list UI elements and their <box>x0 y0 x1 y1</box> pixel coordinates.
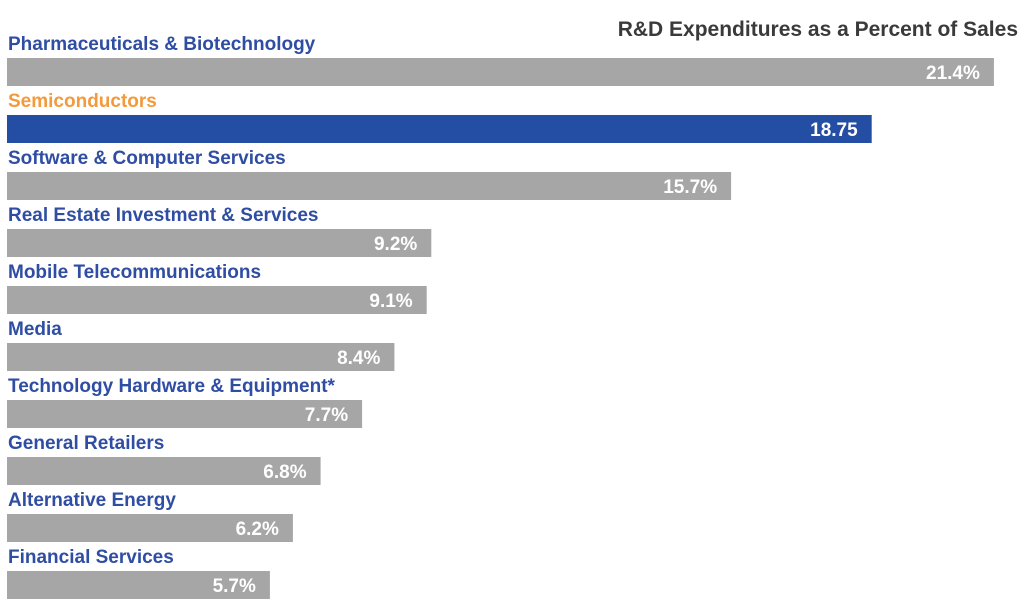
bar-value-label: 5.7% <box>213 576 256 597</box>
bars-layer: Pharmaceuticals & Biotechnology 21.4% Semi… <box>7 34 994 599</box>
bar-value-label: 9.2% <box>374 234 417 255</box>
category-label: General Retailers <box>8 433 164 454</box>
bar <box>7 457 321 485</box>
bar-row: Software & Computer Services 15.7% <box>7 148 732 200</box>
bar <box>7 286 427 314</box>
bar-value-label: 8.4% <box>337 348 380 369</box>
bar-value-label: 18.75 <box>810 120 858 141</box>
category-label: Real Estate Investment & Services <box>8 205 319 226</box>
bar-row: Mobile Telecommunications 9.1% <box>7 262 427 314</box>
bar <box>7 571 270 599</box>
bar-row: Real Estate Investment & Services 9.2% <box>7 205 432 257</box>
category-label: Alternative Energy <box>8 490 176 511</box>
bar <box>7 115 872 143</box>
category-label: Financial Services <box>8 547 174 568</box>
category-label: Pharmaceuticals & Biotechnology <box>8 34 316 55</box>
category-label: Semiconductors <box>8 91 157 112</box>
bar <box>7 343 395 371</box>
bar-value-label: 6.8% <box>263 462 306 483</box>
bar-value-label: 15.7% <box>663 177 717 198</box>
bar-row: Pharmaceuticals & Biotechnology 21.4% <box>7 34 994 86</box>
bar-row: General Retailers 6.8% <box>7 433 321 485</box>
bar-value-label: 21.4% <box>926 63 980 84</box>
bar-value-label: 9.1% <box>369 291 412 312</box>
bar <box>7 172 732 200</box>
chart-title: R&D Expenditures as a Percent of Sales <box>618 18 1018 41</box>
category-label: Mobile Telecommunications <box>8 262 261 283</box>
category-label: Software & Computer Services <box>8 148 286 169</box>
bar-value-label: 6.2% <box>236 519 279 540</box>
bar-row: Technology Hardware & Equipment* 7.7% <box>7 376 363 428</box>
bar-row: Alternative Energy 6.2% <box>7 490 293 542</box>
bar-value-label: 7.7% <box>305 405 348 426</box>
bar-row: Semiconductors 18.75 <box>7 91 872 143</box>
bar-row: Media 8.4% <box>7 319 395 371</box>
bar <box>7 400 363 428</box>
bar-row: Financial Services 5.7% <box>7 547 270 599</box>
bar <box>7 229 432 257</box>
category-label: Media <box>8 319 62 340</box>
bar <box>7 514 293 542</box>
bar <box>7 58 994 86</box>
category-label: Technology Hardware & Equipment* <box>8 376 336 397</box>
